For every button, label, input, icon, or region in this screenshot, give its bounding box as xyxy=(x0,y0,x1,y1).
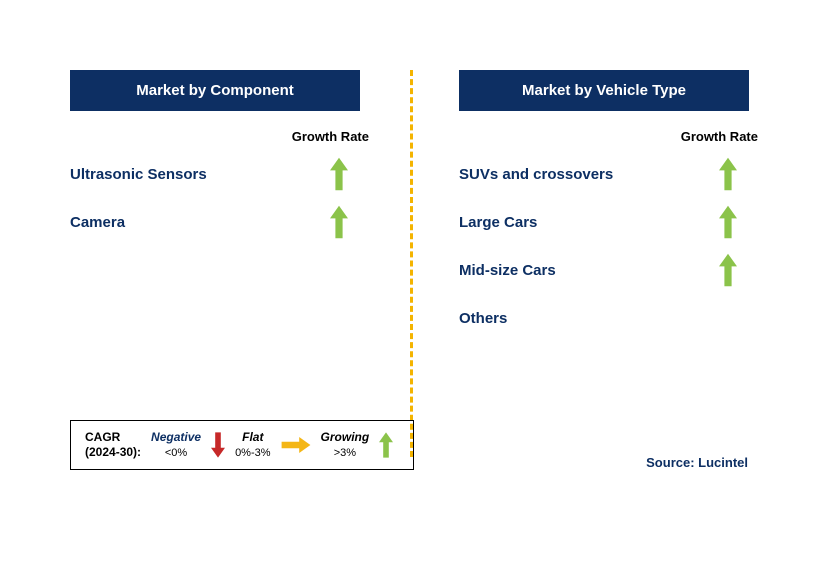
component-row: Camera xyxy=(70,202,399,242)
vehicle-row: SUVs and crossovers xyxy=(459,154,788,194)
up-arrow-icon xyxy=(309,205,369,239)
source-label: Source: Lucintel xyxy=(646,455,748,470)
up-arrow-icon xyxy=(309,157,369,191)
row-label: SUVs and crossovers xyxy=(459,166,613,183)
vehicle-row: Mid-size Cars xyxy=(459,250,788,290)
panel-component-header: Market by Component xyxy=(70,70,360,111)
vertical-divider xyxy=(410,70,413,457)
up-arrow-icon xyxy=(698,205,758,239)
legend-negative-label: Negative xyxy=(151,429,201,446)
panel-component: Market by Component Growth Rate Ultrason… xyxy=(70,70,399,346)
legend-flat-label: Flat xyxy=(235,429,270,446)
growth-rate-label-left: Growth Rate xyxy=(70,129,369,144)
row-label: Camera xyxy=(70,214,125,231)
up-arrow-icon xyxy=(379,430,393,460)
legend-cagr-period: (2024-30): xyxy=(85,445,141,461)
component-row: Ultrasonic Sensors xyxy=(70,154,399,194)
legend-box: CAGR (2024-30): Negative <0% Flat 0%-3% … xyxy=(70,420,414,470)
legend-flat-range: 0%-3% xyxy=(235,446,270,461)
vehicle-row: Others xyxy=(459,298,788,338)
legend-cagr-label: CAGR xyxy=(85,430,141,446)
row-label: Others xyxy=(459,310,507,327)
legend-negative-range: <0% xyxy=(151,446,201,461)
vehicle-row: Large Cars xyxy=(459,202,788,242)
up-arrow-icon xyxy=(698,157,758,191)
panel-vehicle-header: Market by Vehicle Type xyxy=(459,70,749,111)
down-arrow-icon xyxy=(211,430,225,460)
legend-growing-label: Growing xyxy=(321,429,370,446)
row-label: Mid-size Cars xyxy=(459,262,556,279)
growth-rate-label-right: Growth Rate xyxy=(459,129,758,144)
right-arrow-icon xyxy=(281,437,311,453)
row-label: Large Cars xyxy=(459,214,537,231)
legend-growing-range: >3% xyxy=(321,446,370,461)
up-arrow-icon xyxy=(698,253,758,287)
panel-vehicle-type: Market by Vehicle Type Growth Rate SUVs … xyxy=(459,70,788,346)
row-label: Ultrasonic Sensors xyxy=(70,166,207,183)
